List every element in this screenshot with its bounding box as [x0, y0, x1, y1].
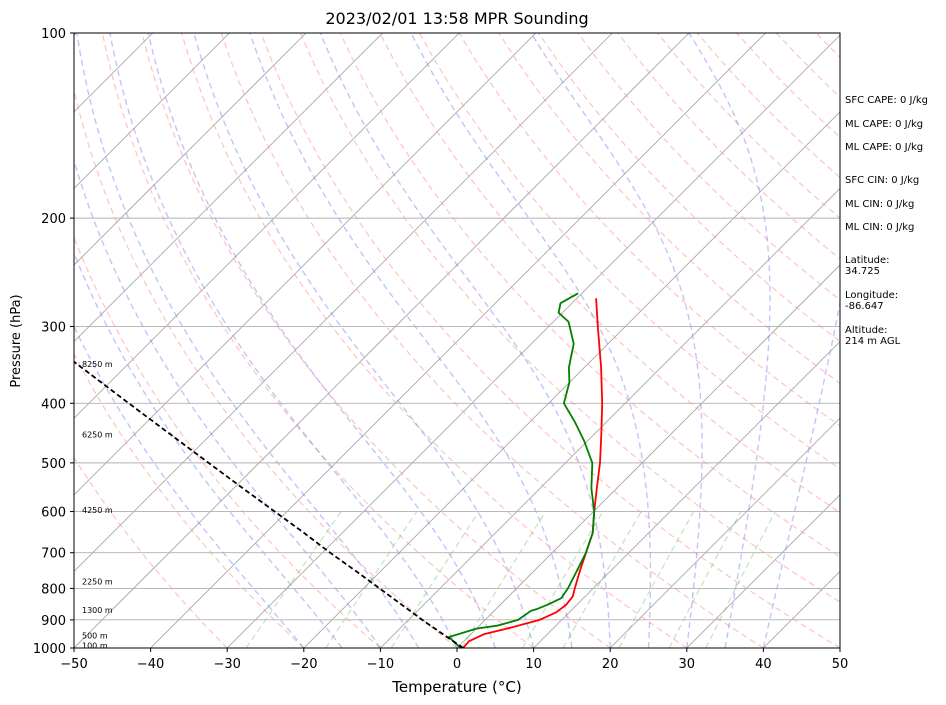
moist-adiabat: [74, 251, 343, 648]
moist-adiabat: [410, 33, 652, 648]
plot-frame: [73, 32, 841, 649]
height-label: 8250 m: [82, 360, 113, 369]
isotherm-line: [456, 264, 840, 648]
isotherm-line: [74, 33, 537, 496]
temperature-trace: [462, 298, 604, 648]
dry-adiabat: [74, 87, 458, 648]
y-tick-label: 400: [41, 397, 66, 412]
sfc-cape-label: SFC CAPE: 0 J/kg: [845, 95, 928, 106]
ml-cin-label: ML CIN: 0 J/kg: [845, 199, 915, 210]
isotherm-line: [609, 417, 840, 648]
x-tick-label: −50: [60, 657, 87, 672]
mixing-ratio-line: [705, 511, 776, 648]
dry-adiabat: [379, 33, 840, 514]
mixing-ratio-line: [461, 511, 547, 648]
x-tick-label: −30: [213, 657, 240, 672]
isotherm-line: [74, 33, 460, 419]
y-tick-label: 800: [41, 582, 66, 597]
x-tick-label: 30: [679, 657, 696, 672]
isotherm-line: [74, 33, 613, 572]
longitude-label: Longitude: -86.647: [845, 290, 899, 312]
y-tick-label: 100: [41, 27, 66, 42]
y-tick-label: 1000: [33, 642, 66, 657]
moist-adiabat: [147, 33, 496, 648]
x-tick-label: 20: [602, 657, 619, 672]
mixing-ratio-line: [618, 511, 695, 648]
dry-adiabat: [74, 352, 305, 648]
isotherm-line: [74, 33, 307, 266]
moist-adiabat: [530, 33, 703, 648]
isotherm-line: [74, 33, 383, 343]
isotherm-line: [226, 34, 840, 648]
y-tick-label: 200: [41, 212, 66, 227]
mixing-ratio-line: [562, 511, 642, 648]
y-tick-label: 500: [41, 457, 66, 472]
moist-adiabat: [249, 33, 573, 648]
x-tick-label: 10: [525, 657, 542, 672]
y-axis-label: Pressure (hPa): [9, 294, 24, 387]
height-label: 2250 m: [82, 578, 113, 587]
ml-cape-label: ML CAPE: 0 J/kg: [845, 119, 924, 130]
moist-adiabat: [109, 33, 458, 648]
moist-adiabat: [762, 298, 840, 648]
moist-adiabat: [688, 33, 771, 648]
dry-adiabat: [300, 33, 840, 603]
height-label: 6250 m: [82, 431, 113, 440]
height-label: 500 m: [82, 632, 108, 641]
x-axis-label: Temperature (°C): [391, 678, 521, 696]
height-label: 1300 m: [82, 606, 113, 615]
dry-adiabat: [538, 33, 840, 343]
y-tick-label: 700: [41, 547, 66, 562]
isotherm-line: [533, 341, 840, 648]
dry-adiabat: [74, 456, 228, 648]
mixing-ratio-line: [325, 511, 418, 648]
height-label: 4250 m: [82, 506, 113, 515]
latitude-label: Latitude: 34.725: [845, 255, 890, 277]
mixing-ratio-line: [668, 511, 742, 648]
dewpoint-trace: [447, 292, 596, 648]
y-tick-label: 900: [41, 614, 66, 629]
isotherm-line: [150, 33, 766, 648]
isotherm-line: [686, 494, 840, 648]
dry-adiabat: [101, 33, 534, 648]
y-tick-label: 300: [41, 320, 66, 335]
moist-adiabat: [319, 33, 611, 648]
dry-adiabat: [141, 33, 611, 648]
moist-adiabat: [193, 33, 535, 648]
dry-adiabat: [260, 33, 840, 648]
dry-adiabat: [577, 33, 840, 301]
dry-adiabat: [74, 235, 381, 648]
ml-cape-label-2: ML CAPE: 0 J/kg: [845, 142, 924, 153]
chart-title: 2023/02/01 13:58 MPR Sounding: [325, 9, 588, 28]
x-tick-label: 40: [755, 657, 772, 672]
dry-adiabat: [181, 33, 688, 648]
isotherm-line: [74, 33, 230, 189]
y-tick-label: 600: [41, 506, 66, 521]
x-tick-label: 0: [453, 657, 461, 672]
isotherm-line: [380, 187, 840, 648]
x-tick-label: 50: [832, 657, 849, 672]
x-tick-label: −20: [290, 657, 317, 672]
isotherm-line: [303, 111, 840, 648]
x-tick-label: −10: [367, 657, 394, 672]
ml-cin-label-2: ML CIN: 0 J/kg: [845, 222, 915, 233]
moist-adiabat: [74, 158, 381, 648]
x-tick-label: −40: [137, 657, 164, 672]
moist-adiabat: [76, 33, 420, 648]
mixing-ratio-line: [521, 511, 604, 648]
parcel-trace: [74, 360, 464, 648]
height-label: 100 m: [82, 641, 108, 650]
isotherm-line: [74, 33, 690, 648]
altitude-label: Altitude: 214 m AGL: [845, 325, 901, 347]
sfc-cin-label: SFC CIN: 0 J/kg: [845, 175, 920, 186]
dry-adiabat: [220, 33, 764, 648]
